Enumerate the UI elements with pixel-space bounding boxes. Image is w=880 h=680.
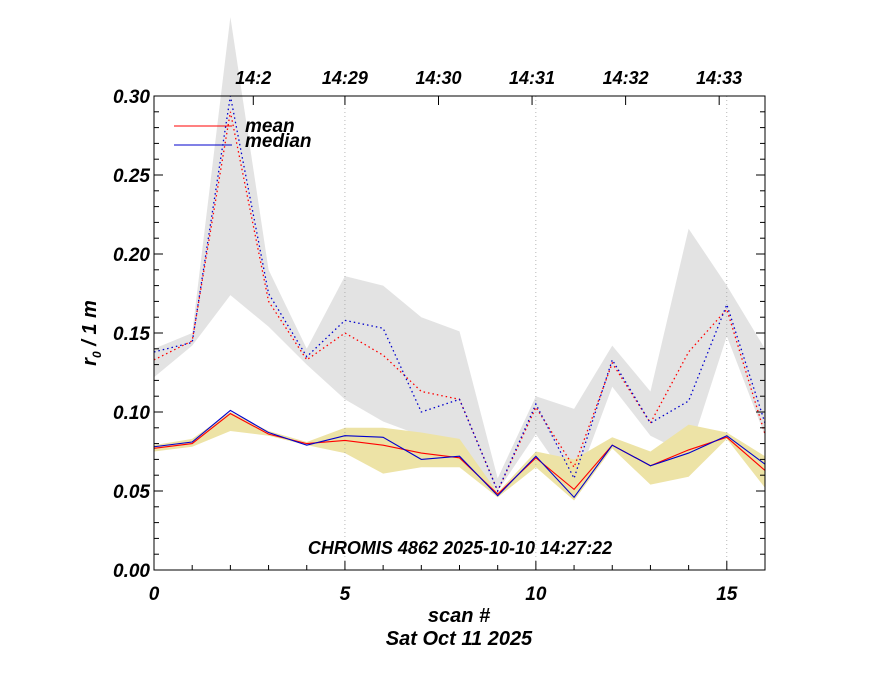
y-axis-label-unit: / 1 m: [79, 300, 101, 351]
x-axis-label: scan #: [428, 605, 491, 627]
date-label: Sat Oct 11 2025: [386, 628, 533, 650]
x-tick-label-15: 15: [716, 584, 738, 605]
top-time-label-2: 14:30: [415, 68, 461, 88]
top-time-label-5: 14:33: [696, 68, 742, 88]
upper-spread-band: [154, 17, 765, 491]
y-tick-label-4: 0.20: [113, 245, 150, 266]
legend-median-label: median: [245, 131, 312, 152]
y-axis-label-subscript: 0: [90, 351, 104, 358]
y-tick-label-2: 0.10: [113, 403, 150, 424]
y-axis-label: r0 / 1 m: [79, 300, 104, 366]
x-tick-label-10: 10: [525, 584, 547, 605]
top-time-label-1: 14:29: [322, 68, 368, 88]
series-median-upper-line: [154, 95, 765, 493]
x-tick-label-0: 0: [149, 584, 160, 605]
y-tick-label-0: 0.00: [113, 561, 150, 582]
ticks-layer: 0 5 10 15 0.00 0.05 0.10 0.15 0.20 0.25 0.30 14:2 14…: [113, 68, 766, 605]
top-time-label-0: 14:2: [235, 68, 271, 88]
y-tick-label-3: 0.15: [113, 324, 150, 345]
y-tick-label-6: 0.30: [113, 87, 150, 108]
legend-mean-label: mean: [245, 116, 295, 137]
legend: mean median: [174, 116, 312, 152]
series-mean-line: [154, 412, 765, 495]
chart-annotation: CHROMIS 4862 2025-10-10 14:27:22: [308, 538, 612, 558]
y-tick-label-1: 0.05: [113, 482, 150, 503]
top-time-label-3: 14:31: [509, 68, 555, 88]
top-time-label-4: 14:32: [603, 68, 649, 88]
series-layer: [154, 95, 765, 499]
series-median-line: [154, 409, 765, 499]
y-axis-label-r: r: [79, 357, 101, 366]
y-tick-label-5: 0.25: [113, 166, 150, 187]
x-tick-label-5: 5: [340, 584, 351, 605]
grid-layer: [344, 96, 728, 570]
